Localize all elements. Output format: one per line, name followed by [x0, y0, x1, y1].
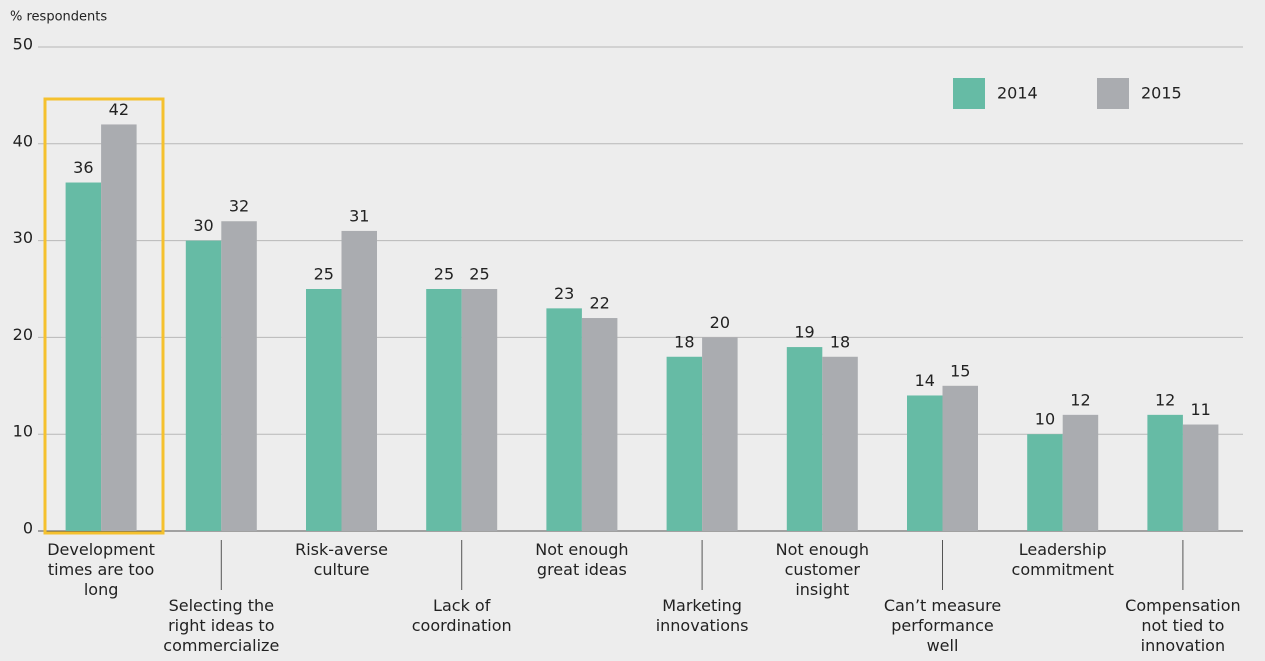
bar — [1062, 414, 1099, 531]
value-label: 30 — [193, 216, 213, 235]
x-tick-label: Not enough great ideas — [535, 540, 628, 579]
value-label: 14 — [915, 371, 935, 390]
bar — [426, 289, 462, 531]
y-axis-title: % respondents — [10, 10, 107, 25]
bar — [1027, 434, 1063, 531]
value-label: 25 — [434, 265, 454, 284]
value-label: 11 — [1190, 400, 1210, 419]
value-label: 32 — [229, 197, 249, 216]
bar — [702, 337, 738, 531]
y-tick-label: 10 — [13, 422, 33, 441]
legend-label: 2014 — [997, 84, 1038, 103]
value-label: 15 — [950, 361, 970, 380]
value-label: 25 — [314, 265, 334, 284]
bar — [786, 347, 823, 531]
value-label: 12 — [1070, 390, 1090, 409]
bar — [221, 221, 257, 532]
bar — [907, 395, 943, 531]
bar — [822, 356, 858, 531]
y-tick-label: 40 — [13, 131, 33, 150]
value-label: 42 — [109, 100, 129, 119]
value-label: 18 — [674, 332, 694, 351]
bar — [461, 289, 498, 531]
x-tick-label: Compensation not tied to innovation — [1125, 596, 1240, 655]
value-label: 31 — [349, 206, 369, 225]
y-tick-label: 0 — [23, 519, 33, 538]
y-tick-label: 20 — [13, 325, 33, 344]
x-tick-label: Can’t measure performance well — [884, 596, 1001, 655]
highlight-box — [43, 97, 165, 535]
value-label: 23 — [554, 284, 574, 303]
bar — [65, 182, 102, 531]
value-label: 10 — [1035, 410, 1055, 429]
value-label: 20 — [710, 313, 730, 332]
bar — [1182, 424, 1219, 531]
legend-label: 2015 — [1141, 84, 1182, 103]
legend-swatch — [1097, 78, 1129, 109]
bar — [306, 289, 342, 531]
x-tick-label: Leadership commitment — [1012, 540, 1114, 579]
bar — [546, 308, 582, 531]
bar — [341, 230, 377, 532]
x-tick-label: Not enough customer insight — [776, 540, 869, 599]
value-label: 19 — [794, 323, 814, 342]
value-label: 22 — [589, 294, 609, 313]
y-tick-label: 30 — [13, 228, 33, 247]
x-tick-label: Selecting the right ideas to commercialize — [163, 596, 279, 655]
x-tick-label: Marketing innovations — [656, 596, 749, 635]
value-label: 12 — [1155, 390, 1175, 409]
x-tick-label: Lack of coordination — [412, 596, 512, 635]
value-label: 25 — [469, 265, 489, 284]
x-tick-label: Development times are too long — [47, 540, 155, 599]
x-tick-label: Risk-averse culture — [295, 540, 388, 579]
bar — [101, 124, 137, 531]
bar — [185, 240, 222, 531]
value-label: 36 — [73, 158, 93, 177]
value-label: 18 — [830, 332, 850, 351]
bar — [1147, 414, 1183, 531]
legend-swatch — [953, 78, 985, 109]
bar — [942, 385, 978, 531]
y-tick-label: 50 — [13, 35, 33, 54]
bar — [666, 356, 703, 531]
bar — [581, 318, 618, 531]
